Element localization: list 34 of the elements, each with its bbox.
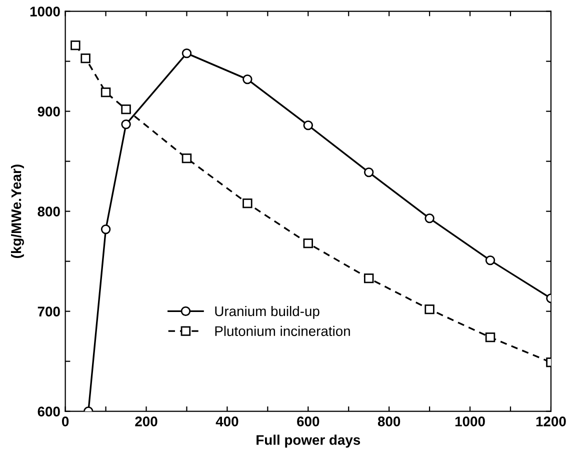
x-tick-label: 1000 [455,416,485,426]
y-tick-label: 600 [38,406,60,416]
point [485,332,496,342]
x-tick-label: 600 [297,416,320,426]
point [182,153,192,164]
y-tick-label: 700 [38,306,60,316]
point [303,120,313,130]
point [121,104,131,114]
y-axis-title: (kg/MWe.Year) [11,164,24,258]
x-tick-label: 200 [135,416,158,426]
x-tick-label: 1200 [536,416,566,426]
point [424,213,434,224]
point [364,273,374,284]
point [424,304,434,314]
point [100,224,111,234]
point [121,119,131,130]
x-tick-label: 0 [62,416,69,426]
point [182,48,192,58]
point [242,74,252,84]
x-axis-title: Full power days [256,434,360,448]
x-tick-label: 800 [378,416,400,426]
point [100,87,111,98]
point [70,40,80,50]
legend-label: Uranium build-up [215,306,320,319]
point [485,255,496,266]
y-tick-label: 1000 [30,6,60,16]
point [303,238,313,248]
point [242,198,252,208]
legend-label: Plutonium incineration [215,326,350,336]
y-tick-label: 900 [38,106,60,116]
y-tick-label: 800 [38,206,60,216]
point [364,167,374,178]
point [80,53,90,64]
x-tick-label: 400 [216,416,238,426]
